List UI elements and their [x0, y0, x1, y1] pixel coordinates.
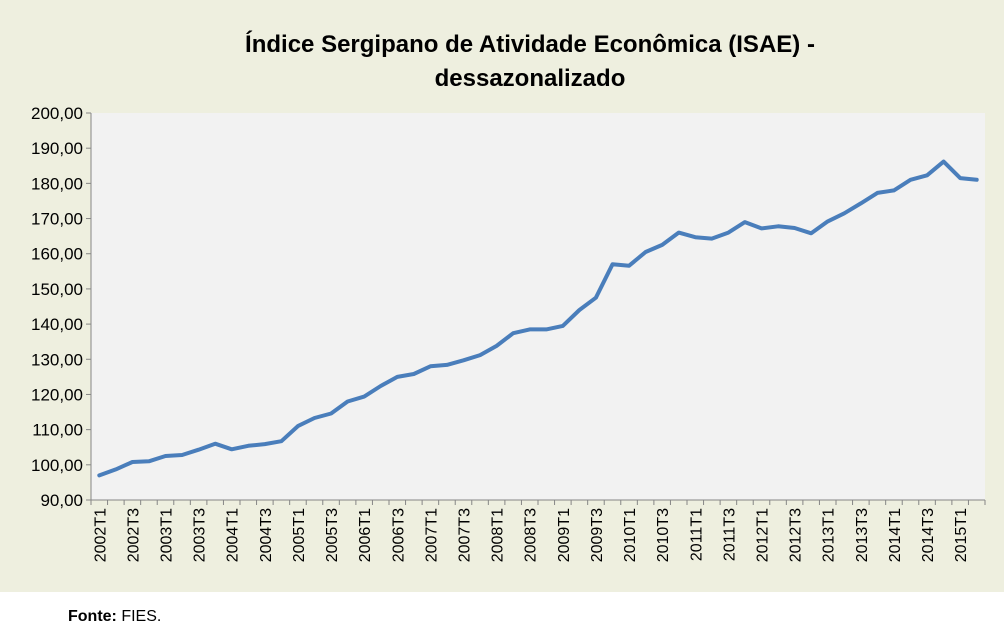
y-tick-label: 160,00: [31, 245, 83, 264]
x-tick-label: 2006T3: [390, 508, 407, 562]
series-line-isae: [97, 159, 979, 478]
chart-area: Índice Sergipano de Atividade Econômica …: [0, 0, 1004, 592]
x-tick-label: 2009T1: [556, 508, 573, 562]
chart-title: Índice Sergipano de Atividade Econômica …: [180, 28, 880, 96]
y-tick-label: 120,00: [31, 385, 83, 404]
chart-title-line1: Índice Sergipano de Atividade Econômica …: [245, 31, 815, 58]
x-tick-label: 2008T1: [490, 508, 507, 562]
x-tick-label: 2012T1: [755, 508, 772, 562]
x-tick-label: 2004T1: [225, 508, 242, 562]
y-tick-label: 180,00: [31, 174, 83, 193]
x-tick-label: 2006T1: [357, 508, 374, 562]
y-tick-label: 140,00: [31, 315, 83, 334]
x-tick-label: 2003T3: [192, 508, 209, 562]
x-tick-label: 2002T3: [125, 508, 142, 562]
x-tick-label: 2005T1: [291, 508, 308, 562]
x-tick-label: 2009T3: [589, 508, 606, 562]
x-tick-label: 2003T1: [159, 508, 176, 562]
x-tick-label: 2014T3: [920, 508, 937, 562]
source-label: Fonte:: [68, 608, 117, 625]
source-value: FIES.: [116, 608, 162, 625]
source-note: Fonte: FIES.: [68, 608, 161, 626]
x-tick-label: 2004T3: [258, 508, 275, 562]
x-tick-label: 2008T3: [523, 508, 540, 562]
x-tick-label: 2007T1: [423, 508, 440, 562]
x-tick-label: 2007T3: [457, 508, 474, 562]
plot-svg: 90,00 100,00 110,00 120,00 130,00 140,00 150,0…: [31, 104, 986, 562]
y-tick-label: 90,00: [40, 491, 83, 510]
y-tick-label: 100,00: [31, 456, 83, 475]
x-tick-label: 2010T1: [622, 508, 639, 562]
x-tick-label: 2002T1: [92, 508, 109, 562]
x-tick-label: 2011T1: [688, 508, 705, 561]
x-tick-label: 2015T1: [953, 508, 970, 562]
plot-background: [91, 113, 985, 500]
x-tick-label: 2005T3: [324, 508, 341, 562]
x-tick-label: 2014T1: [887, 508, 904, 562]
x-tick-label: 2010T3: [655, 508, 672, 562]
y-tick-label: 200,00: [31, 104, 83, 123]
y-tick-label: 150,00: [31, 280, 83, 299]
x-tick-label: 2013T1: [821, 508, 838, 562]
y-tick-label: 130,00: [31, 350, 83, 369]
chart-title-line2: dessazonalizado: [434, 65, 626, 92]
y-tick-label: 190,00: [31, 139, 83, 158]
y-tick-label: 110,00: [32, 421, 83, 440]
x-tick-label: 2013T3: [854, 508, 871, 562]
y-tick-label: 170,00: [31, 210, 83, 229]
x-tick-label: 2012T3: [788, 508, 805, 562]
x-tick-label: 2011T3: [721, 508, 738, 561]
